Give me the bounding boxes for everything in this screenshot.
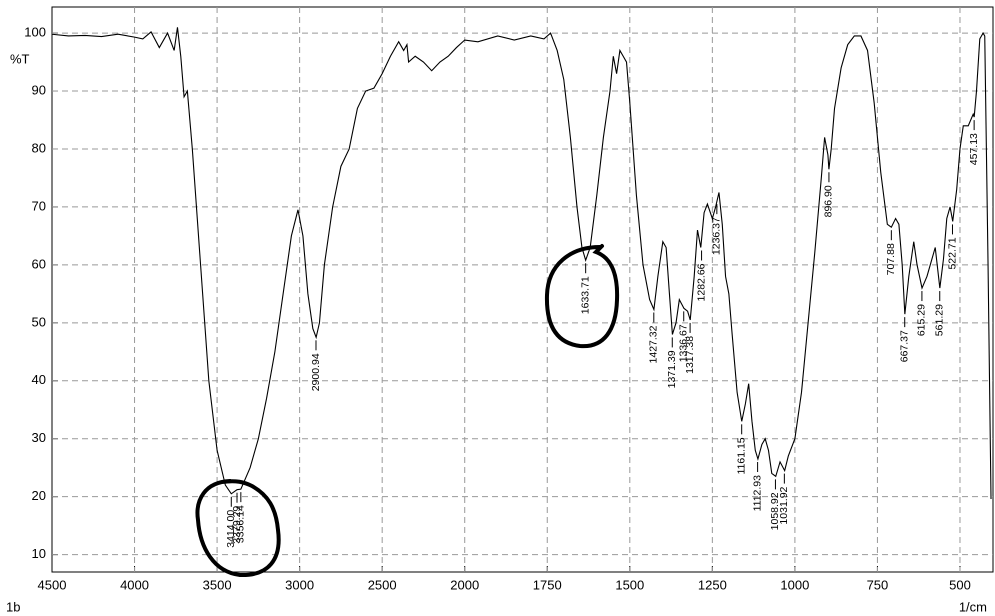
peak-label: 1236.37 (711, 217, 723, 255)
peak-label: 707.88 (885, 243, 897, 275)
peak-label: 615.29 (916, 304, 928, 336)
x-tick-label: 1000 (780, 577, 809, 592)
peak-label: 2900.94 (310, 353, 322, 391)
peak-label: 667.37 (899, 330, 911, 362)
peak-label: 896.90 (823, 185, 835, 217)
y-tick-label: 40 (32, 372, 46, 387)
peak-label: 3356.14 (235, 505, 247, 543)
y-tick-label: 30 (32, 430, 46, 445)
peak-label: 561.29 (934, 304, 946, 336)
x-tick-label: 750 (867, 577, 889, 592)
plot-frame (51, 6, 994, 573)
peak-label: 1427.32 (648, 325, 660, 363)
y-tick-label: 80 (32, 140, 46, 155)
peak-label: 3379.29 (231, 506, 243, 544)
x-tick-label: 2000 (450, 577, 479, 592)
x-tick-label: 1750 (533, 577, 562, 592)
x-tick-label: 4500 (38, 577, 67, 592)
peak-label: 1058.92 (769, 492, 781, 530)
y-tick-label: 100 (24, 25, 46, 40)
peak-label: 1371.39 (666, 350, 678, 388)
x-axis-label: 1/cm (959, 599, 987, 614)
y-tick-label: 10 (32, 546, 46, 561)
y-tick-label: 20 (32, 488, 46, 503)
peak-label: 1633.71 (579, 276, 591, 314)
hand-drawn-circle (544, 244, 620, 349)
y-axis-label: %T (10, 51, 30, 66)
peak-label: 1031.92 (778, 486, 790, 524)
peak-label: 522.71 (946, 237, 958, 269)
peak-label: 1336.67 (678, 324, 690, 362)
x-tick-label: 2500 (368, 577, 397, 592)
peak-label: 1112.93 (751, 475, 763, 512)
y-tick-label: 70 (32, 198, 46, 213)
plot-layer: 10 20 30 40 50 60 70 80 90 100 4500 4000 3500 3000 250… (24, 7, 993, 592)
x-tick-label: 500 (949, 577, 971, 592)
x-tick-label: 1500 (615, 577, 644, 592)
peak-label: 457.13 (968, 133, 980, 165)
spectrum-line (51, 27, 992, 499)
x-tick-label: 3500 (203, 577, 232, 592)
x-tick-label: 4000 (120, 577, 149, 592)
y-tick-label: 50 (32, 314, 46, 329)
y-tick-label: 90 (32, 82, 46, 97)
x-tick-label: 1250 (698, 577, 727, 592)
y-tick-label: 60 (32, 256, 46, 271)
peak-label: 1161.15 (735, 437, 747, 474)
peak-label: 1317.38 (684, 336, 696, 374)
x-tick-label: 3000 (285, 577, 314, 592)
peak-label: 1282.66 (695, 263, 707, 301)
hand-drawn-circle (195, 479, 281, 578)
peak-label: 3414.00 (225, 510, 237, 548)
sample-label: 1b (6, 599, 20, 614)
